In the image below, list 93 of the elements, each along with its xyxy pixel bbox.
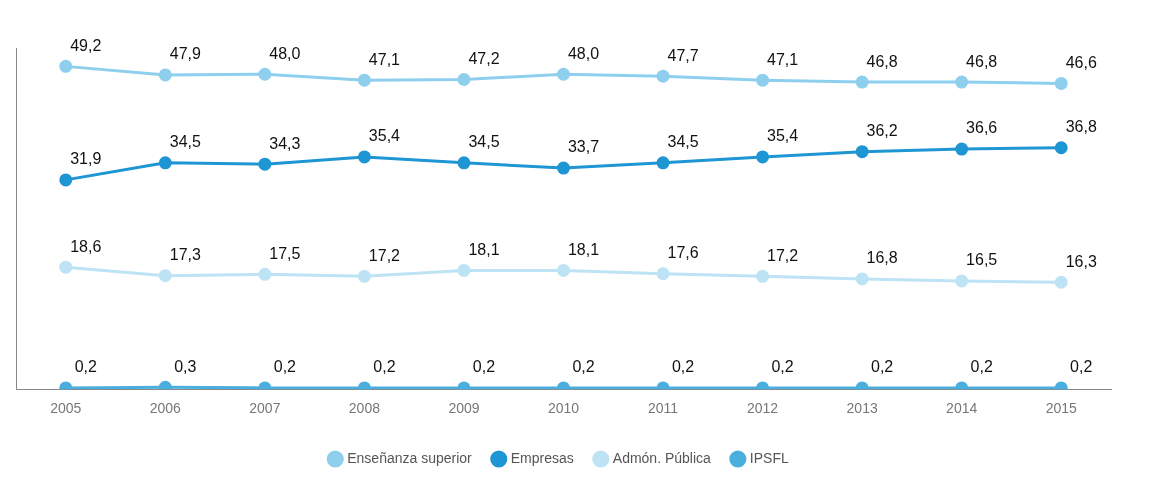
data-label: 36,2 [866,122,898,140]
point [258,67,272,81]
data-label: 16,3 [1065,252,1097,270]
data-label: 17,5 [269,244,301,262]
point [955,142,969,156]
data-label: 17,3 [169,246,201,264]
data-label: 35,4 [368,127,401,145]
x-tick-label: 2010 [547,400,580,417]
point [258,157,272,171]
data-label: 17,2 [368,246,401,264]
data-label: 48,0 [567,44,600,62]
x-tick-label: 2015 [1045,400,1078,417]
point [59,173,73,187]
x-tick-label: 2005 [50,400,82,417]
data-label: 0,2 [572,358,595,376]
point [855,75,869,89]
point [158,68,172,82]
point [59,260,73,274]
data-label: 47,1 [368,50,401,68]
point [955,75,969,89]
point [158,269,172,283]
data-label: 0,2 [871,358,894,376]
point [158,380,172,390]
point [955,274,969,288]
x-tick-label: 2011 [647,400,679,417]
point [557,263,570,277]
data-label: 16,8 [866,249,898,267]
data-label: 47,9 [169,45,201,63]
point [1054,275,1068,289]
point [457,263,471,277]
legend-label: Admón. Pública [612,449,712,466]
data-label: 0,3 [174,357,197,375]
point [457,156,471,170]
x-tick-label: 2008 [348,400,381,417]
data-label: 0,2 [273,358,297,376]
data-label: 0,2 [1070,358,1093,376]
data-label: 17,2 [767,246,799,264]
legend-label: Empresas [510,449,574,466]
data-label: 0,2 [970,358,993,376]
point [855,272,869,286]
point [258,267,272,281]
x-tick-label: 2014 [946,400,978,417]
data-label: 36,6 [966,119,998,137]
point [756,269,770,283]
data-label: 47,7 [667,46,699,64]
data-label: 18,1 [567,240,600,258]
point [1054,76,1068,90]
point [357,269,371,283]
data-label: 46,6 [1065,53,1097,71]
data-label: 46,8 [866,52,898,70]
data-label: 36,8 [1065,118,1097,136]
x-tick-label: 2006 [149,400,182,417]
data-label: 33,7 [567,138,600,156]
data-label: 0,2 [373,358,396,376]
x-tick-label: 2012 [747,400,779,417]
point [557,67,570,81]
data-label: 46,8 [966,52,998,70]
point [557,161,570,175]
x-tick-label: 2009 [448,400,480,417]
data-label: 34,5 [169,133,201,151]
data-label: 17,6 [667,244,699,262]
x-tick-label: 2007 [249,400,281,417]
data-label: 0,2 [74,358,97,376]
point [756,150,770,164]
point [656,156,670,170]
data-label: 47,1 [767,50,799,68]
data-label: 18,1 [468,240,500,258]
point [855,145,869,159]
data-label: 16,5 [966,251,998,269]
point [1054,141,1068,155]
data-label: 34,5 [667,133,699,151]
legend-label: IPSFL [749,449,789,466]
data-label: 0,2 [671,358,695,376]
data-label: 48,0 [269,44,301,62]
point [457,73,471,86]
data-label: 0,2 [472,358,496,376]
point [59,59,73,73]
point [357,150,371,164]
point [656,267,670,281]
point [656,69,670,83]
data-label: 31,9 [70,150,102,168]
legend-label: Enseñanza superior [347,449,473,466]
point [756,73,770,87]
data-label: 49,2 [70,36,102,54]
data-label: 18,6 [70,237,102,255]
data-label: 0,2 [771,358,794,376]
data-label: 34,3 [269,134,301,152]
data-label: 47,2 [468,49,500,67]
data-label: 34,5 [468,133,500,151]
point [158,156,172,170]
data-label: 35,4 [767,127,799,145]
x-tick-label: 2013 [846,400,878,417]
point [357,73,371,87]
